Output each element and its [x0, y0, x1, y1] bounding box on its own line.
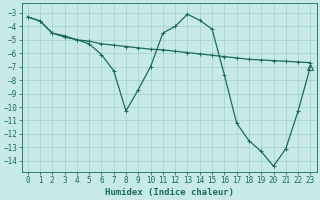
- X-axis label: Humidex (Indice chaleur): Humidex (Indice chaleur): [105, 188, 234, 197]
